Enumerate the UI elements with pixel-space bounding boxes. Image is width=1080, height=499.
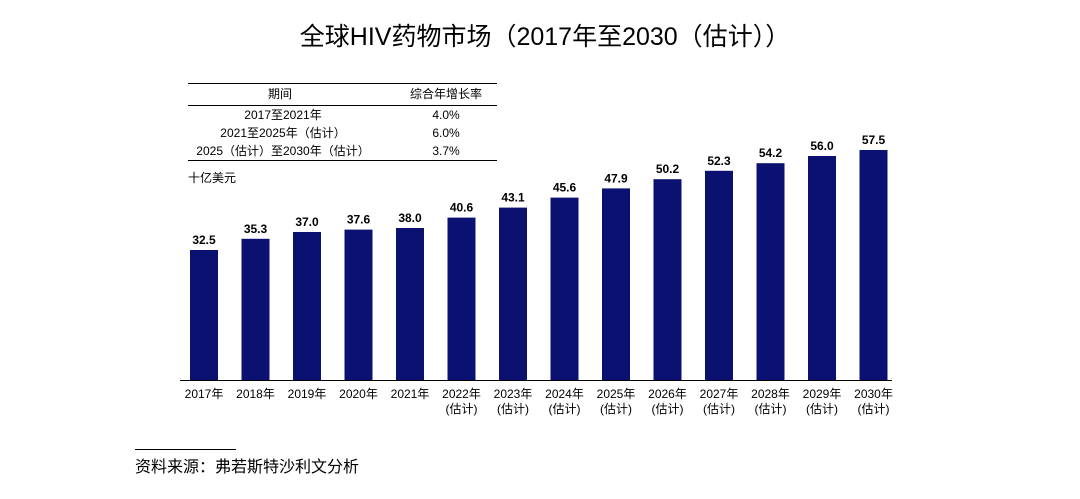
table-row-period: 2025（估计）至2030年（估计） bbox=[196, 144, 369, 158]
table-row-period: 2017至2021年 bbox=[244, 108, 321, 122]
value-label-2023: 43.1 bbox=[501, 191, 525, 205]
table-row-cagr: 4.0% bbox=[432, 108, 460, 122]
bar-series: 32.5 35.3 37.0 37.6 38.0 40.6 43.1 45.6 47.9 50.2… bbox=[190, 133, 888, 380]
x-tick-label-2029: 2029年(估计) bbox=[803, 387, 842, 416]
cagr-table: 期间 综合年增长率 2017至2021年 4.0% 2021至2025年（估计）… bbox=[188, 83, 497, 161]
value-label-2022: 40.6 bbox=[450, 201, 474, 215]
value-label-2026: 50.2 bbox=[656, 162, 680, 176]
table-row-cagr: 6.0% bbox=[432, 126, 460, 140]
x-tick-label-2021: 2021年 bbox=[391, 387, 430, 401]
x-tick-label-2028: 2028年(估计) bbox=[751, 387, 790, 416]
value-label-2021: 38.0 bbox=[398, 211, 422, 225]
bar-2024 bbox=[550, 197, 579, 380]
x-tick-label-2027: 2027年(估计) bbox=[700, 387, 739, 416]
bar-2028 bbox=[756, 163, 785, 380]
x-tick-label-2018: 2018年 bbox=[236, 387, 275, 401]
x-tick-label-2020: 2020年 bbox=[339, 387, 378, 401]
table-row-cagr: 3.7% bbox=[432, 144, 460, 158]
x-axis-tick-labels: 2017年 2018年 2019年 2020年 2021年 2022年(估计) 2023年(… bbox=[185, 387, 893, 416]
table-row-period: 2021至2025年（估计） bbox=[220, 126, 345, 140]
x-tick-label-2030: 2030年(估计) bbox=[854, 387, 893, 416]
table-header-period: 期间 bbox=[268, 87, 292, 101]
x-tick-label-2022: 2022年(估计) bbox=[442, 387, 481, 416]
bar-2030 bbox=[859, 150, 888, 380]
value-label-2027: 52.3 bbox=[707, 154, 731, 168]
value-label-2024: 45.6 bbox=[553, 181, 577, 195]
x-tick-label-2025: 2025年(估计) bbox=[597, 387, 636, 416]
value-label-2029: 56.0 bbox=[810, 139, 834, 153]
chart-title: 全球HIV药物市场（2017年至2030（估计）） bbox=[300, 23, 790, 51]
value-label-2025: 47.9 bbox=[604, 171, 628, 185]
x-tick-label-2019: 2019年 bbox=[288, 387, 327, 401]
value-label-2020: 37.6 bbox=[347, 213, 371, 227]
x-tick-label-2023: 2023年(估计) bbox=[494, 387, 533, 416]
table-header-cagr: 综合年增长率 bbox=[410, 86, 482, 101]
x-tick-label-2026: 2026年(估计) bbox=[648, 387, 687, 416]
value-label-2019: 37.0 bbox=[295, 215, 319, 229]
value-label-2030: 57.5 bbox=[862, 133, 886, 147]
source-note: 资料来源：弗若斯特沙利文分析 bbox=[135, 458, 359, 476]
x-tick-label-2017: 2017年 bbox=[185, 387, 224, 401]
bar-2019 bbox=[293, 232, 321, 380]
bar-2021 bbox=[396, 228, 424, 380]
bar-2020 bbox=[344, 229, 373, 380]
bar-2023 bbox=[499, 207, 527, 380]
x-tick-label-2024: 2024年(估计) bbox=[545, 387, 584, 416]
unit-label: 十亿美元 bbox=[188, 170, 236, 185]
bar-2025 bbox=[602, 188, 630, 380]
bar-2022 bbox=[447, 217, 476, 380]
bar-2027 bbox=[705, 170, 733, 380]
bar-2026 bbox=[653, 179, 682, 380]
bar-2018 bbox=[241, 238, 270, 380]
value-label-2017: 32.5 bbox=[192, 233, 216, 247]
value-label-2028: 54.2 bbox=[759, 146, 783, 160]
value-label-2018: 35.3 bbox=[244, 222, 268, 236]
bar-2029 bbox=[808, 156, 836, 380]
bar-2017 bbox=[190, 250, 218, 380]
